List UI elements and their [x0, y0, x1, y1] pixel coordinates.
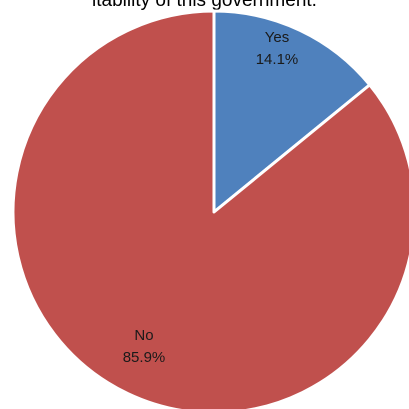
slice-percent-yes: 14.1% [256, 51, 299, 68]
pie-labels: Yes 14.1% No 85.9% [123, 29, 299, 366]
slice-label-yes: Yes [265, 29, 289, 46]
pie-slice-no [11, 9, 409, 409]
pie-slice-yes [212, 9, 372, 214]
chart-title: itability of this government. [92, 0, 317, 11]
pie-slices [11, 9, 409, 409]
slice-percent-no: 85.9% [123, 349, 166, 366]
slice-label-no: No [134, 327, 153, 344]
